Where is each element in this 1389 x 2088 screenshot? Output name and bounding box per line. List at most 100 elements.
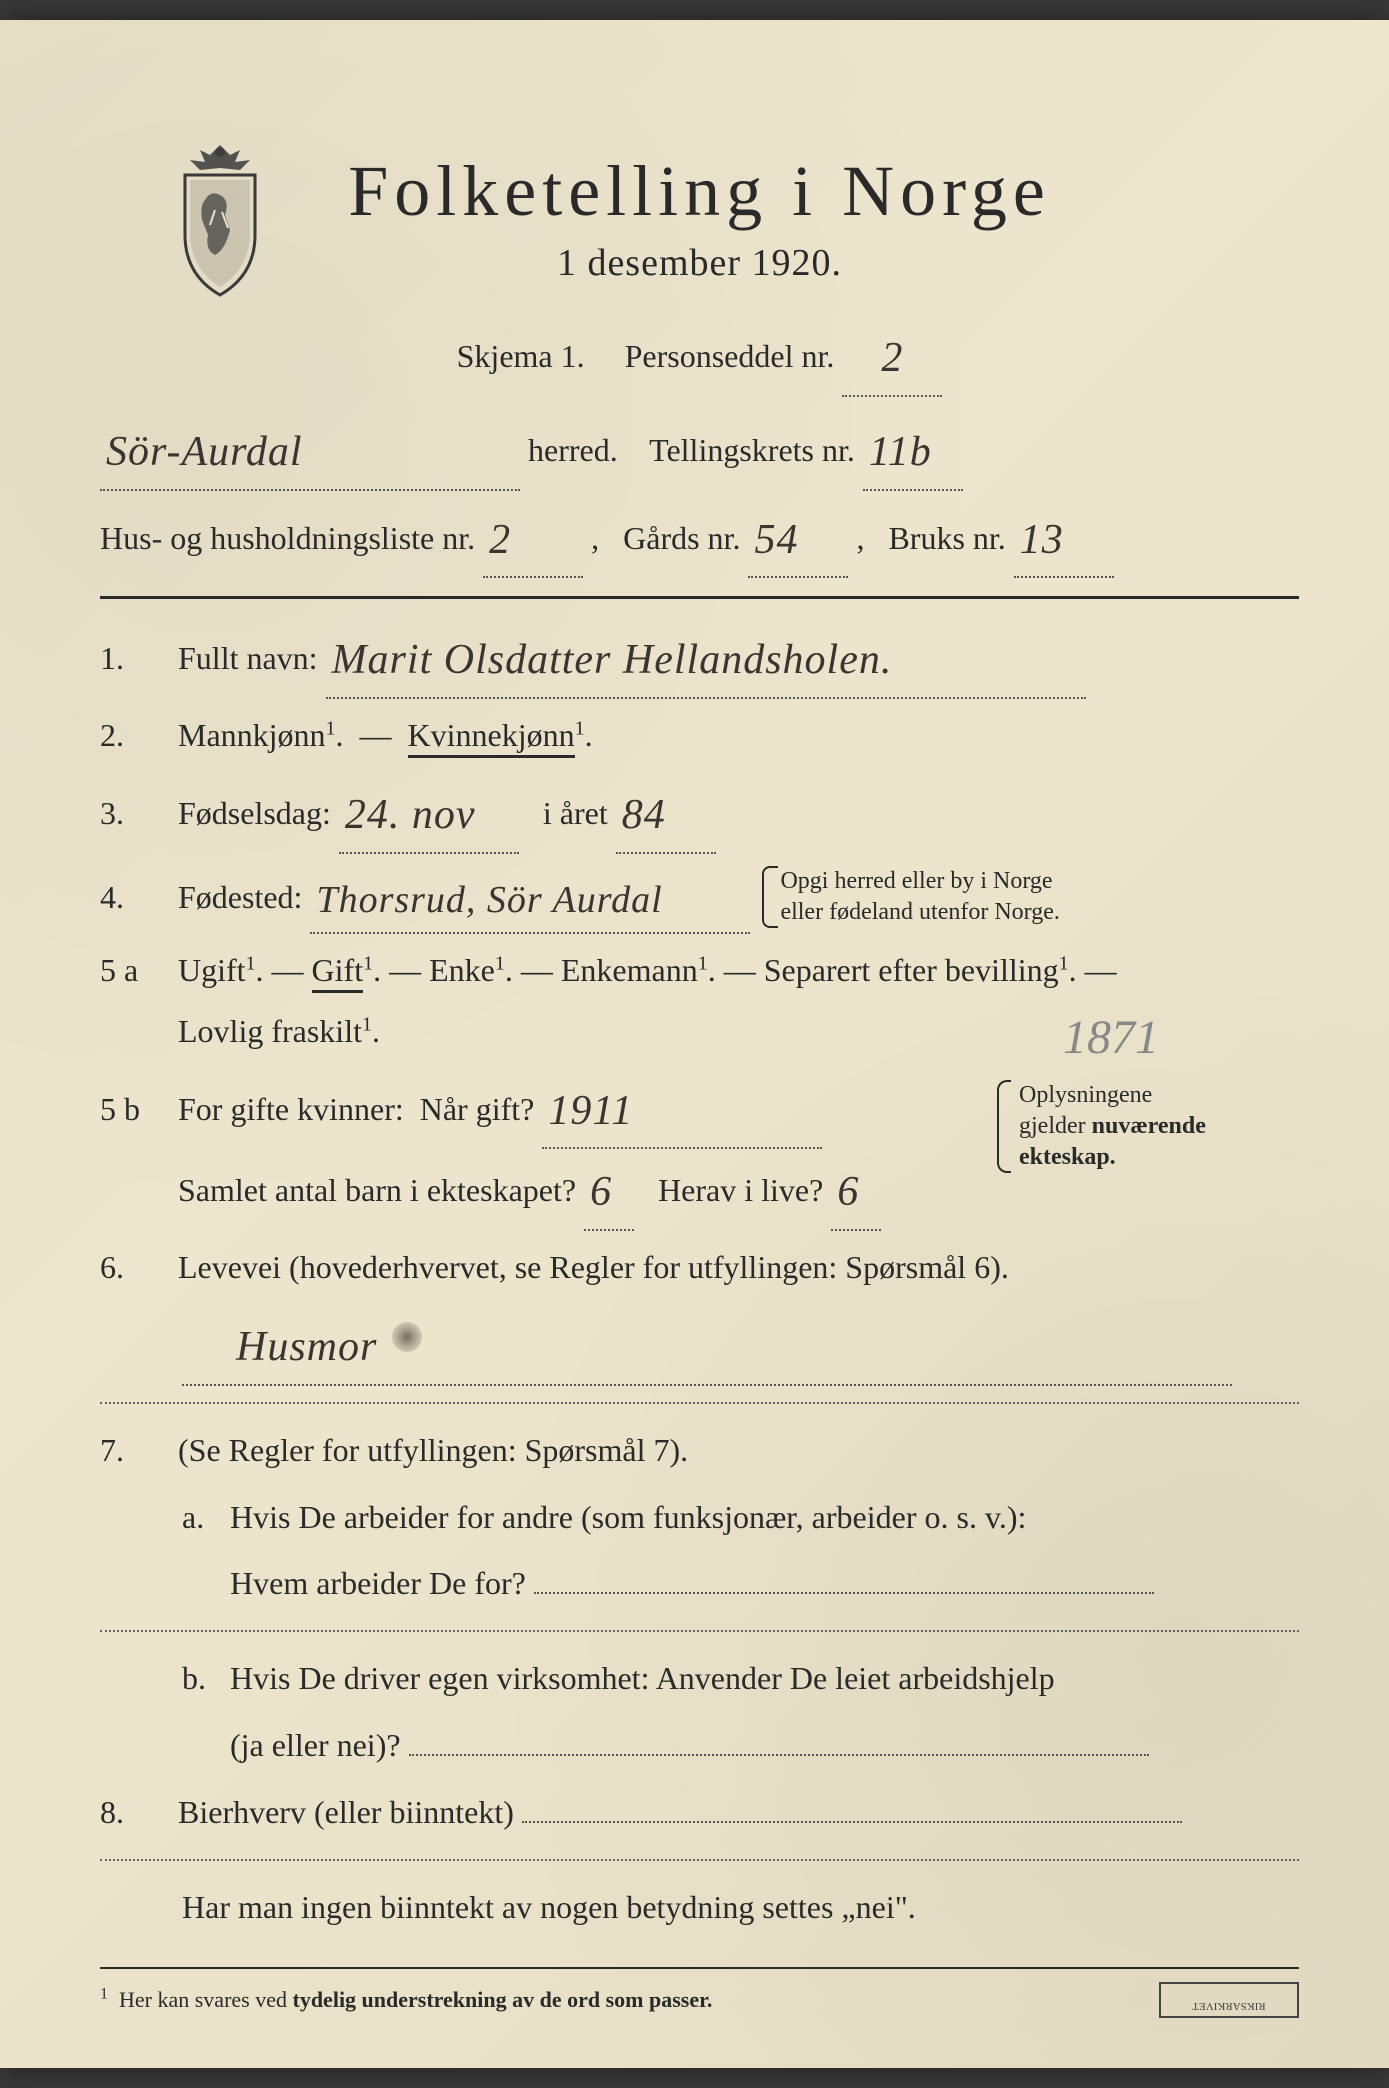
q2-content: Mannkjønn1. — Kvinnekjønn1. — [178, 705, 1299, 766]
q1-num: 1. — [100, 628, 160, 689]
tellingskrets-value: 11b — [869, 429, 932, 475]
crest-svg — [160, 140, 280, 300]
q5a-gift: Gift — [312, 952, 364, 993]
bruks-value: 13 — [1020, 517, 1064, 563]
q6-value: Husmor — [236, 1324, 377, 1370]
gards-label: Gårds nr. — [623, 520, 740, 556]
footnote-text: Her kan svares ved tydelig understreknin… — [119, 1987, 712, 2012]
bruks-field: 13 — [1014, 497, 1114, 579]
coat-of-arms-icon — [160, 140, 280, 300]
q7a-row2: Hvem arbeider De for? — [230, 1553, 1299, 1614]
q3-year-field: 84 — [616, 772, 716, 854]
q5a-row: 5 a Ugift1. — Gift1. — Enke1. — Enkemann… — [100, 940, 1299, 1062]
q5b-naargift-value: 1911 — [548, 1088, 633, 1134]
q7b-row2: (ja eller nei)? — [230, 1715, 1299, 1776]
personseddel-label: Personseddel nr. — [625, 338, 835, 374]
q4-note: Opgi herred eller by i Norge eller fødel… — [780, 866, 1059, 928]
q5a-separert: Separert efter bevilling — [764, 952, 1059, 988]
tellingskrets-field: 11b — [863, 409, 963, 491]
form-body: Skjema 1. Personseddel nr. 2 Sör-Aurdal … — [100, 315, 1299, 2021]
meta-row-3: Hus- og husholdningsliste nr. 2 , Gårds … — [100, 497, 1299, 579]
q6-content: Levevei (hovederhvervet, se Regler for u… — [178, 1237, 1299, 1298]
divider-dotted-3 — [100, 1859, 1299, 1861]
q5b-note-2: gjelder nuværende — [1019, 1113, 1206, 1139]
divider-1 — [100, 596, 1299, 599]
q4-content: Fødested: Thorsrud, Sör Aurdal Opgi herr… — [178, 860, 1299, 934]
q1-value: Marit Olsdatter Hellandsholen. — [332, 637, 893, 683]
q7b-line2: (ja eller nei)? — [230, 1727, 401, 1763]
bruks-label: Bruks nr. — [888, 520, 1005, 556]
personseddel-value: 2 — [881, 335, 903, 381]
q7b-letter: b. — [182, 1648, 222, 1709]
herred-field: Sör-Aurdal — [100, 409, 520, 491]
q6-field: Husmor — [182, 1304, 1232, 1386]
q6-value-row: Husmor — [182, 1304, 1299, 1386]
q3-content: Fødselsdag: 24. nov i året 84 — [178, 772, 1299, 854]
skjema-label: Skjema 1. — [457, 338, 585, 374]
q2-mann: Mannkjønn — [178, 717, 326, 753]
q3-day-value: 24. nov — [345, 792, 476, 838]
q3-year-value: 84 — [622, 792, 666, 838]
q5b-naargift-label: Når gift? — [420, 1091, 535, 1127]
q5b-label: For gifte kvinner: — [178, 1091, 404, 1127]
q7a-line2: Hvem arbeider De for? — [230, 1565, 526, 1601]
q4-value: Thorsrud, Sör Aurdal — [316, 879, 662, 921]
husliste-label: Hus- og husholdningsliste nr. — [100, 520, 475, 556]
q8-field — [522, 1821, 1182, 1823]
husliste-field: 2 — [483, 497, 583, 579]
stamp-text: RIKSARKIVET — [1192, 2000, 1265, 2012]
q8-label: Bierhverv (eller biinntekt) — [178, 1794, 514, 1830]
tellingskrets-label: Tellingskrets nr. — [649, 432, 855, 468]
footer-note: Har man ingen biinntekt av nogen betydni… — [182, 1889, 916, 1925]
census-form-page: Folketelling i Norge 1 desember 1920. Sk… — [0, 20, 1389, 2068]
q2-row: 2. Mannkjønn1. — Kvinnekjønn1. — [100, 705, 1299, 766]
q5b-note-1: Oplysningene — [1019, 1082, 1152, 1108]
q5b-barn-label: Samlet antal barn i ekteskapet? — [178, 1172, 576, 1208]
q8-num: 8. — [100, 1782, 160, 1843]
q6-num: 6. — [100, 1237, 160, 1298]
q5b-barn-value: 6 — [590, 1169, 612, 1215]
q6-row: 6. Levevei (hovederhvervet, se Regler fo… — [100, 1237, 1299, 1298]
q5b-herav-field: 6 — [831, 1149, 881, 1231]
q2-num: 2. — [100, 705, 160, 766]
herred-label: herred. — [528, 432, 618, 468]
divider-dotted-2 — [100, 1630, 1299, 1632]
q4-row: 4. Fødested: Thorsrud, Sör Aurdal Opgi h… — [100, 860, 1299, 934]
archive-stamp: RIKSARKIVET — [1159, 1982, 1299, 2018]
q3-day-field: 24. nov — [339, 772, 519, 854]
q1-field: Marit Olsdatter Hellandsholen. — [326, 617, 1086, 699]
footnote-row: 1 Her kan svares ved tydelig understrekn… — [100, 1967, 1299, 2021]
q4-label: Fødested: — [178, 879, 302, 915]
ink-smudge-icon — [392, 1322, 422, 1352]
q3-year-label: i året — [543, 795, 608, 831]
q4-num: 4. — [100, 867, 160, 928]
q4-field: Thorsrud, Sör Aurdal — [310, 860, 750, 934]
q7-row: 7. (Se Regler for utfyllingen: Spørsmål … — [100, 1420, 1299, 1481]
q7a-field — [534, 1592, 1154, 1594]
meta-row-2: Sör-Aurdal herred. Tellingskrets nr. 11b — [100, 409, 1299, 491]
q4-note-1: Opgi herred eller by i Norge — [780, 868, 1052, 894]
personseddel-field: 2 — [842, 315, 942, 397]
q7b-line1: Hvis De driver egen virksomhet: Anvender… — [230, 1660, 1055, 1696]
footer-note-row: Har man ingen biinntekt av nogen betydni… — [182, 1877, 1299, 1938]
q2-kvinne: Kvinnekjønn — [408, 717, 575, 758]
q3-num: 3. — [100, 783, 160, 844]
q1-row: 1. Fullt navn: Marit Olsdatter Hellandsh… — [100, 617, 1299, 699]
footnote-marker: 1 — [100, 1986, 108, 2003]
q5a-fraskilt: Lovlig fraskilt — [178, 1013, 362, 1049]
q1-content: Fullt navn: Marit Olsdatter Hellandshole… — [178, 617, 1299, 699]
q5b-barn-field: 6 — [584, 1149, 634, 1231]
q5a-enke: Enke — [429, 952, 495, 988]
q5b-naargift-field: 1911 — [542, 1068, 822, 1150]
q7-num: 7. — [100, 1420, 160, 1481]
q6-label: Levevei (hovederhvervet, se Regler for u… — [178, 1249, 1009, 1285]
husliste-value: 2 — [489, 517, 511, 563]
divider-dotted-1 — [100, 1402, 1299, 1404]
q5a-ugift: Ugift — [178, 952, 246, 988]
q7a-row: a. Hvis De arbeider for andre (som funks… — [182, 1487, 1299, 1548]
herred-value: Sör-Aurdal — [106, 429, 303, 475]
q5b-herav-label: Herav i live? — [658, 1172, 823, 1208]
q3-label: Fødselsdag: — [178, 795, 331, 831]
q3-row: 3. Fødselsdag: 24. nov i året 84 — [100, 772, 1299, 854]
q5b-herav-value: 6 — [837, 1169, 859, 1215]
